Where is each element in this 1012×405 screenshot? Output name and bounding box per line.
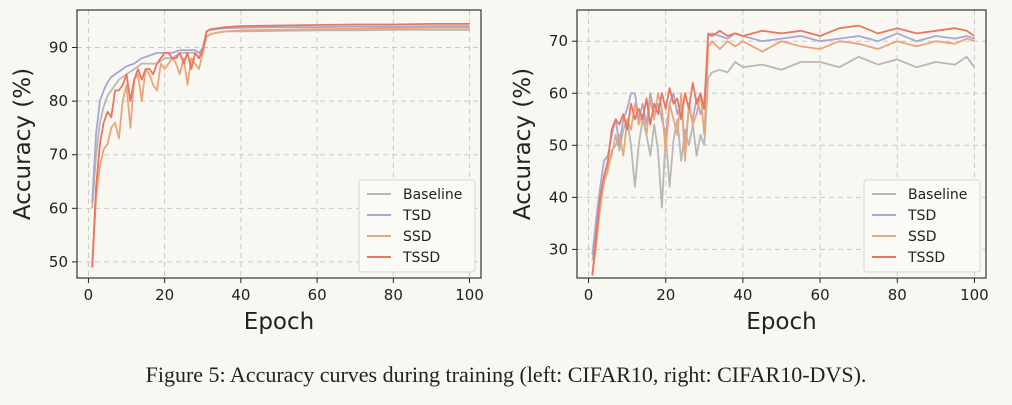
x-axis-label: Epoch [746, 309, 816, 335]
x-tick-label: 40 [231, 286, 250, 304]
x-tick-label: 80 [888, 286, 907, 304]
x-tick-label: 100 [455, 286, 484, 304]
figure-caption: Figure 5: Accuracy curves during trainin… [145, 362, 867, 387]
x-tick-label: 60 [308, 286, 327, 304]
legend-label: TSD [907, 208, 936, 224]
legend-box [358, 179, 476, 273]
y-tick-label: 90 [49, 39, 68, 57]
x-tick-label: 0 [584, 286, 594, 304]
y-tick-label: 60 [49, 199, 68, 217]
y-tick-label: 80 [49, 92, 68, 110]
legend-label: TSD [402, 208, 431, 224]
series-line-tsd [91, 25, 470, 204]
y-axis-label: Accuracy (%) [10, 68, 36, 220]
figure: 0 20 40 60 80 100 50 60 70 80 90 Epoch Accuracy (%) B… [10, 9, 989, 335]
series-line-baseline [591, 55, 976, 260]
y-tick-label: 70 [549, 32, 568, 50]
x-tick-label: 40 [733, 286, 752, 304]
legend-box [863, 179, 981, 273]
legend-label: TSSD [402, 250, 440, 266]
y-tick-label: 50 [549, 136, 568, 154]
chart-cifar10-dvs: 0 20 40 60 80 100 30 40 50 60 70 Epoch Accuracy (%) B… [510, 9, 989, 335]
series-line-tssd [591, 24, 975, 276]
legend-label: SSD [908, 229, 937, 245]
y-tick-label: 40 [549, 188, 568, 206]
y-tick-label: 70 [49, 146, 68, 164]
chart-cifar10: 0 20 40 60 80 100 50 60 70 80 90 Epoch Accuracy (%) B… [10, 9, 484, 335]
series-line-ssd [591, 37, 975, 276]
plot-frame [76, 9, 482, 279]
x-tick-label: 20 [656, 286, 675, 304]
series-line-tssd [91, 22, 470, 268]
legend-label: Baseline [908, 187, 967, 203]
legend-label: TSSD [907, 250, 945, 266]
x-tick-label: 100 [960, 286, 989, 304]
x-tick-label: 80 [384, 286, 403, 304]
series-line-baseline [91, 28, 470, 209]
plot-frame [576, 9, 987, 279]
y-tick-label: 60 [549, 84, 568, 102]
x-axis-label: Epoch [244, 309, 314, 335]
legend-label: SSD [403, 229, 432, 245]
y-tick-label: 30 [549, 240, 568, 258]
x-tick-label: 60 [811, 286, 830, 304]
series-line-ssd [91, 26, 470, 268]
x-tick-label: 20 [155, 286, 174, 304]
y-tick-label: 50 [49, 253, 68, 271]
legend-label: Baseline [403, 187, 462, 203]
x-tick-label: 0 [84, 286, 94, 304]
y-axis-label: Accuracy (%) [510, 68, 536, 220]
